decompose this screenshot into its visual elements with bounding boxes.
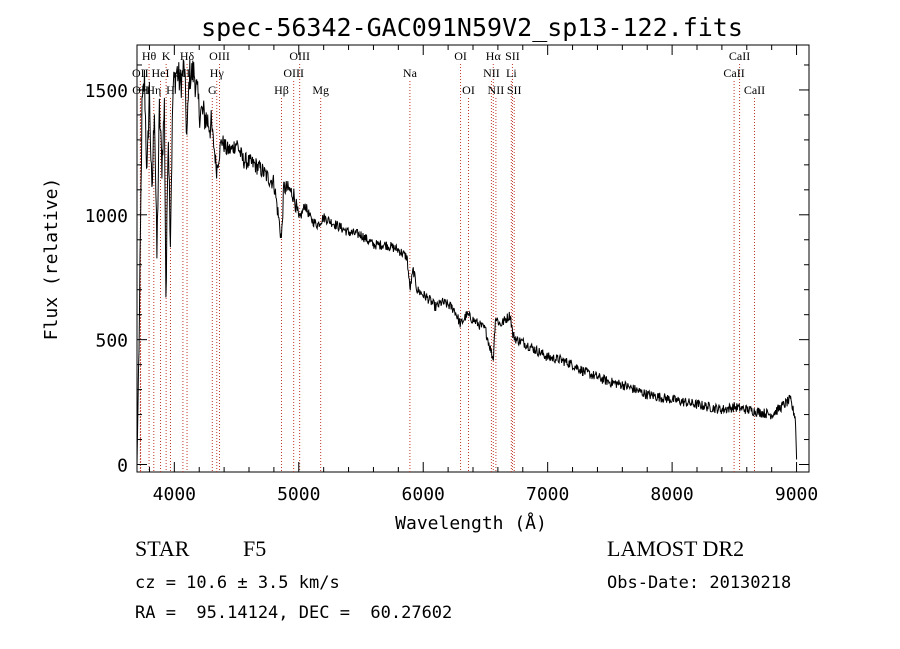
line-marker-label-10: Hγ (210, 66, 225, 80)
y-tick-label-1: 500 (95, 331, 128, 352)
y-tick-label-2: 1000 (85, 206, 128, 227)
chart-title: spec-56342-GAC091N59V2_sp13-122.fits (201, 13, 743, 42)
observation-date: Obs-Date: 20130218 (607, 573, 792, 593)
line-marker-label-24: SII (507, 83, 522, 97)
line-marker-label-12: Hβ (274, 83, 289, 97)
line-marker-label-25: CaII (729, 49, 750, 63)
line-marker-label-5: K (162, 49, 171, 63)
line-marker-label-6: H (166, 83, 175, 97)
x-tick-label-2: 6000 (402, 484, 445, 505)
spectrum-series-line (136, 59, 798, 465)
line-marker-label-14: OIII (283, 66, 304, 80)
line-marker-label-17: OI (454, 49, 467, 63)
survey-name: LAMOST DR2 (607, 536, 745, 561)
ra-dec-coordinates: RA = 95.14124, DEC = 60.27602 (135, 603, 453, 623)
x-tick-label-5: 9000 (775, 484, 818, 505)
line-marker-label-1: OII (132, 66, 149, 80)
axes: 4000 5000 6000 7000 8000 9000 0 500 1000 1500 (85, 45, 818, 505)
y-tick-label-0: 0 (117, 456, 128, 477)
line-marker-label-23: Li (506, 66, 517, 80)
x-tick-label-4: 8000 (650, 484, 693, 505)
line-marker-label-11: G (208, 83, 217, 97)
line-marker-label-26: CaII (723, 66, 744, 80)
object-class: STAR (135, 536, 190, 561)
x-tick-label-3: 7000 (526, 484, 569, 505)
x-axis-label: Wavelength (Å) (395, 512, 547, 534)
line-marker-label-19: Hα (486, 49, 502, 63)
y-axis-label: Flux (relative) (41, 178, 62, 341)
x-tick-label-1: 5000 (277, 484, 320, 505)
line-marker-label-9: OIII (209, 49, 230, 63)
line-marker-label-27: CaII (744, 83, 765, 97)
redshift-cz: cz = 10.6 ± 3.5 km/s (135, 573, 340, 593)
line-marker-label-18: OI (462, 83, 475, 97)
line-marker-label-22: SII (505, 49, 520, 63)
y-tick-label-3: 1500 (85, 81, 128, 102)
line-marker-label-8: Hδ (180, 49, 195, 63)
line-marker-label-16: Na (403, 66, 418, 80)
line-marker-label-0: Hθ (142, 49, 157, 63)
line-marker-label-20: NII (483, 66, 500, 80)
line-marker-label-13: OIII (289, 49, 310, 63)
line-marker-label-21: NII (488, 83, 505, 97)
line-marker-label-3: Hη (146, 83, 161, 97)
line-marker-label-4: HeI (152, 66, 170, 80)
x-tick-label-0: 4000 (153, 484, 196, 505)
line-marker-label-15: Mg (312, 83, 329, 97)
object-subclass: F5 (243, 536, 267, 561)
